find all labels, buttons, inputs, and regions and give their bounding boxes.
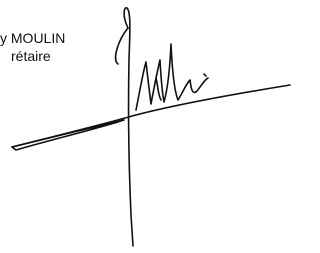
- signature-stroke: [136, 44, 208, 110]
- signature-stroke: [204, 74, 206, 76]
- signature-stroke: [12, 120, 124, 150]
- signature-stroke: [116, 28, 128, 64]
- signature: [0, 0, 291, 253]
- page: {"signature_block": {"name_line": "y MOU…: [0, 0, 291, 253]
- signature-stroke: [124, 8, 133, 246]
- signature-stroke: [12, 85, 290, 147]
- signature-stroke: [156, 78, 161, 100]
